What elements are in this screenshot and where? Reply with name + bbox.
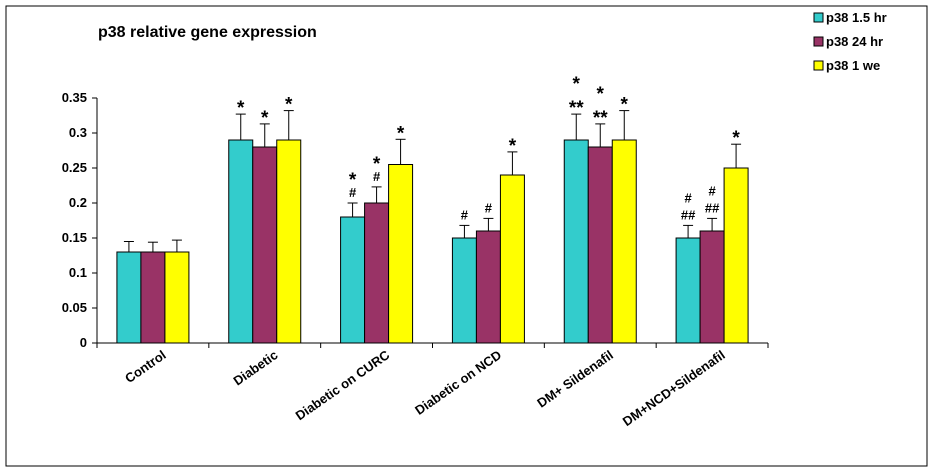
bars: *#*#***###*#*#***###***** <box>116 74 749 344</box>
chart-frame <box>5 5 928 467</box>
y-tick-label: 0 <box>80 335 87 350</box>
significance-marker: # <box>373 169 381 184</box>
significance-marker: * <box>237 98 245 119</box>
legend-swatch <box>813 60 824 71</box>
significance-marker: # <box>349 185 357 200</box>
bar <box>364 202 390 344</box>
significance-marker: * <box>349 170 357 191</box>
legend-label: p38 1 we <box>826 58 880 73</box>
bar <box>140 251 166 344</box>
bar <box>116 251 142 344</box>
bar <box>563 139 589 344</box>
significance-marker: # <box>708 183 716 198</box>
legend-swatch <box>813 12 824 23</box>
significance-marker: * <box>373 154 381 175</box>
significance-marker: ** <box>593 108 608 129</box>
y-tick-label: 0.15 <box>62 230 87 245</box>
significance-marker: * <box>621 95 629 116</box>
significance-marker: * <box>573 74 581 95</box>
y-tick-label: 0.1 <box>69 265 87 280</box>
significance-marker: # <box>684 190 692 205</box>
bar <box>164 251 190 344</box>
bar <box>252 146 278 344</box>
bar <box>675 237 701 344</box>
bar <box>587 146 613 344</box>
significance-marker: ## <box>681 207 696 222</box>
y-tick-label: 0.2 <box>69 195 87 210</box>
bar <box>388 164 414 344</box>
y-axis: 0 0.05 0.1 0.15 0.2 0.25 0.3 0.35 <box>62 90 98 350</box>
bar <box>699 230 725 344</box>
bar <box>340 216 366 344</box>
legend-label: p38 24 hr <box>826 34 883 49</box>
significance-marker: ## <box>705 200 720 215</box>
bar <box>723 167 749 344</box>
legend-swatch <box>813 36 824 47</box>
bar <box>228 139 254 344</box>
legend-label: p38 1.5 hr <box>826 10 887 25</box>
significance-marker: * <box>261 108 269 129</box>
y-tick-label: 0.35 <box>62 90 87 105</box>
bar <box>499 174 525 344</box>
y-tick-label: 0.25 <box>62 160 87 175</box>
significance-marker: * <box>509 136 517 157</box>
y-tick-label: 0.05 <box>62 300 87 315</box>
significance-marker: * <box>597 84 605 105</box>
bar <box>276 139 302 344</box>
y-tick-label: 0.3 <box>69 125 87 140</box>
significance-marker: * <box>285 95 293 116</box>
legend: p38 1.5 hr p38 24 hr p38 1 we <box>813 10 887 73</box>
bar <box>475 230 501 344</box>
bar <box>451 237 477 344</box>
chart-title: p38 relative gene expression <box>98 24 317 41</box>
significance-marker: # <box>461 207 469 222</box>
significance-marker: # <box>485 200 493 215</box>
significance-marker: * <box>397 123 405 144</box>
significance-marker: ** <box>569 98 584 119</box>
bar <box>611 139 637 344</box>
significance-marker: * <box>732 128 740 149</box>
